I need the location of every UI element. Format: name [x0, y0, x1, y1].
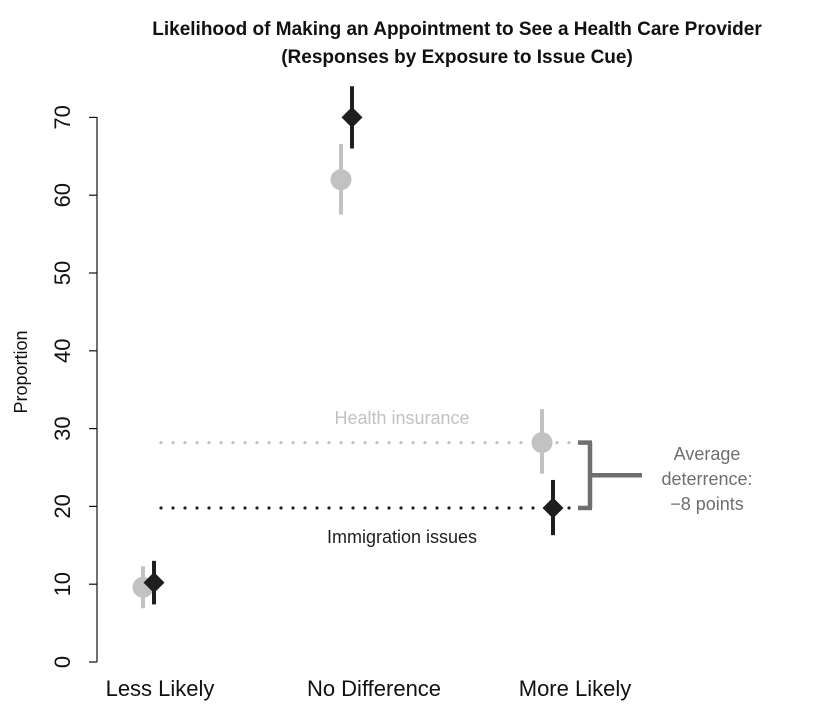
series-label-immigration-issues: Immigration issues: [327, 527, 477, 547]
y-tick-label-70: 70: [50, 105, 75, 129]
y-tick-label-20: 20: [50, 494, 75, 518]
chart-title-line1: Likelihood of Making an Appointment to S…: [152, 19, 762, 40]
point-health-insurance-1: [330, 169, 352, 191]
chart-title-line2: (Responses by Exposure to Issue Cue): [281, 47, 633, 68]
y-tick-label-0: 0: [50, 656, 75, 668]
reference-lines: [159, 441, 574, 510]
series-layer: [132, 86, 564, 609]
y-tick-label-60: 60: [50, 183, 75, 207]
point-health-insurance-2: [531, 432, 553, 454]
y-tick-label-30: 30: [50, 416, 75, 440]
point-immigration-issues-2: [542, 497, 564, 519]
category-label-no-difference: No Difference: [307, 676, 441, 701]
category-label-less-likely: Less Likely: [106, 676, 215, 701]
y-axis-label: Proportion: [11, 330, 31, 413]
y-tick-label-10: 10: [50, 572, 75, 596]
series-label-health-insurance: Health insurance: [334, 408, 469, 428]
point-immigration-issues-0: [143, 572, 165, 594]
y-tick-label-50: 50: [50, 261, 75, 285]
annotation-line3: −8 points: [670, 494, 744, 514]
y-tick-label-40: 40: [50, 339, 75, 363]
y-axis-ticks: 0 10 20 30 40 50 60 70: [50, 105, 97, 668]
annotation-line2: deterrence:: [661, 469, 752, 489]
point-immigration-issues-1: [341, 106, 363, 128]
category-label-more-likely: More Likely: [519, 676, 631, 701]
deterrence-bracket: [578, 440, 642, 511]
annotation-line1: Average: [674, 444, 741, 464]
